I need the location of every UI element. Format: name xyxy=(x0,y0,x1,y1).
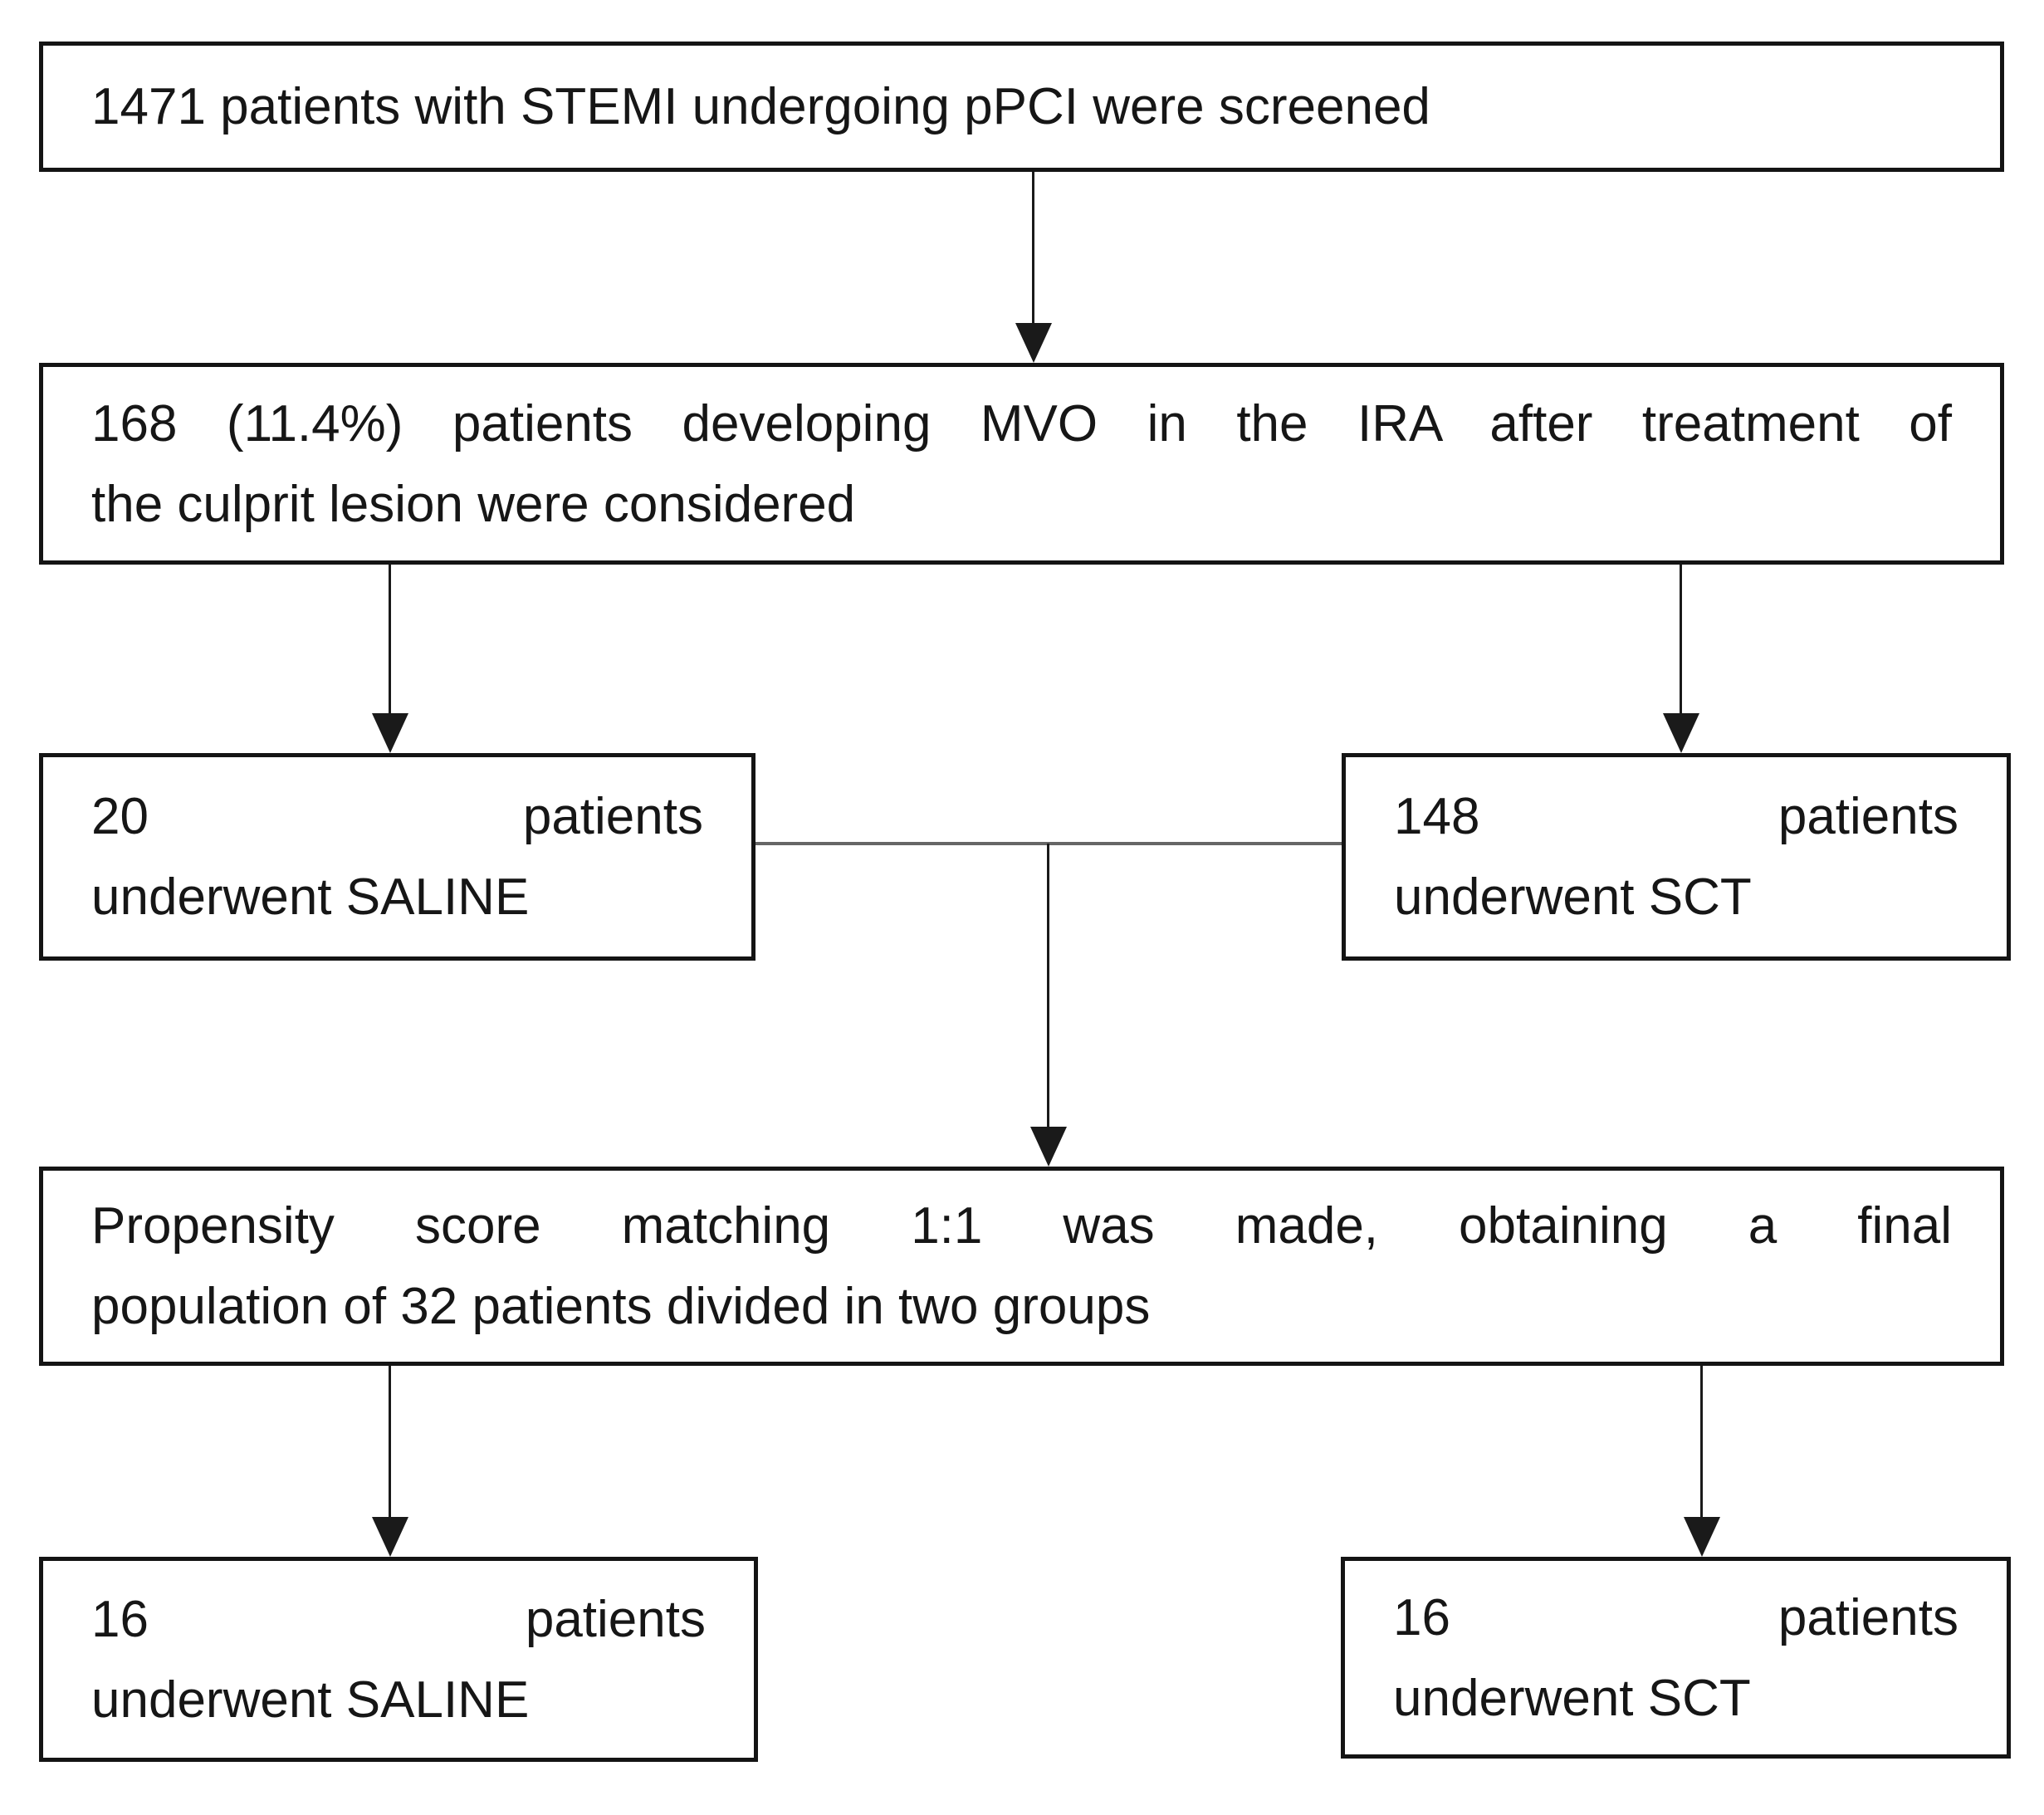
arrow-screened-to-mvo-line xyxy=(1032,172,1034,325)
node-screened: 1471 patients with STEMI undergoing pPCI… xyxy=(39,42,2004,172)
arrow-groups-to-propensity-line xyxy=(1047,844,1049,1127)
arrow-propensity-to-saline-head xyxy=(372,1517,408,1557)
arrow-groups-to-propensity-head xyxy=(1030,1127,1067,1167)
node-saline-initial-line1: 20 patients xyxy=(91,788,703,845)
node-saline-initial: 20 patients underwent SALINE xyxy=(39,753,755,961)
arrow-mvo-to-saline-head xyxy=(372,713,408,753)
node-saline-initial-line2: underwent SALINE xyxy=(91,868,530,926)
node-sct-matched: 16 patients underwent SCT xyxy=(1341,1557,2011,1759)
node-saline-matched-line1: 16 patients xyxy=(91,1590,706,1648)
arrow-mvo-to-sct-line xyxy=(1680,565,1682,714)
arrow-propensity-to-sct-head xyxy=(1684,1517,1720,1557)
node-sct-matched-line2: underwent SCT xyxy=(1393,1669,1751,1727)
arrow-propensity-to-sct-line xyxy=(1700,1366,1703,1517)
arrow-mvo-to-sct-head xyxy=(1663,713,1699,753)
arrow-propensity-to-saline-line xyxy=(389,1366,391,1517)
node-mvo-considered-line1: 168 (11.4%) patients developing MVO in t… xyxy=(91,394,1952,453)
node-sct-initial-line2: underwent SCT xyxy=(1394,868,1752,926)
node-saline-matched: 16 patients underwent SALINE xyxy=(39,1557,758,1762)
arrow-screened-to-mvo-head xyxy=(1015,323,1052,363)
arrow-mvo-to-saline-line xyxy=(389,565,391,714)
node-propensity-matching: Propensity score matching 1:1 was made, … xyxy=(39,1167,2004,1366)
node-mvo-considered-line2: the culprit lesion were considered xyxy=(91,475,856,533)
node-mvo-considered: 168 (11.4%) patients developing MVO in t… xyxy=(39,363,2004,565)
node-sct-initial: 148 patients underwent SCT xyxy=(1342,753,2011,961)
node-sct-initial-line1: 148 patients xyxy=(1394,788,1958,845)
node-saline-matched-line2: underwent SALINE xyxy=(91,1671,530,1729)
node-propensity-matching-line1: Propensity score matching 1:1 was made, … xyxy=(91,1197,1952,1255)
node-propensity-matching-line2: population of 32 patients divided in two… xyxy=(91,1278,1151,1335)
node-sct-matched-line1: 16 patients xyxy=(1393,1588,1958,1646)
node-screened-line1: 1471 patients with STEMI undergoing pPCI… xyxy=(91,78,1430,135)
